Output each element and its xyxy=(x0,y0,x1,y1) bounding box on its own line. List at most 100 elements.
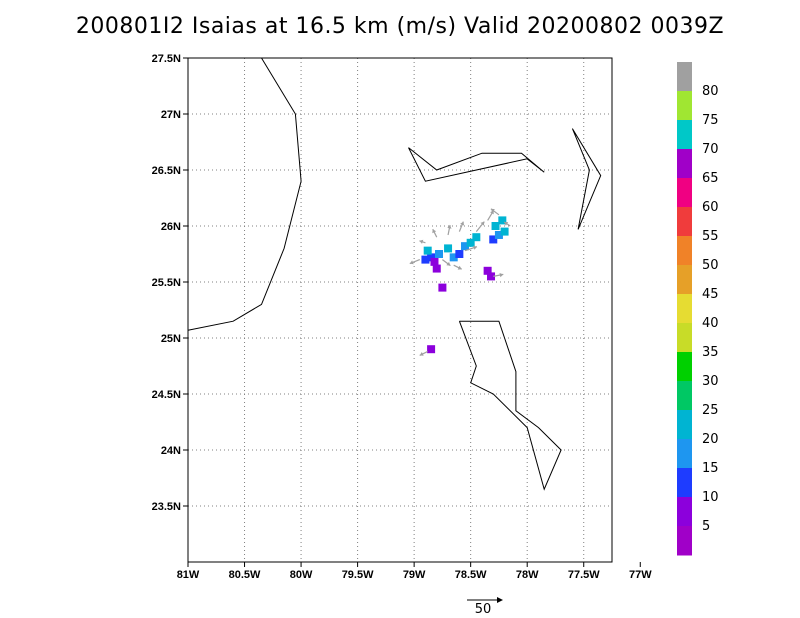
y-tick-label: 26.5N xyxy=(152,165,181,177)
colorbar-label: 40 xyxy=(702,316,719,331)
colorbar-swatch xyxy=(677,468,692,498)
colorbar-label: 55 xyxy=(702,229,719,244)
colorbar-swatch xyxy=(677,91,692,121)
x-tick-label: 77.5W xyxy=(568,569,600,581)
wind-speed-cell xyxy=(438,283,447,292)
x-tick-label: 79W xyxy=(403,569,426,581)
y-tick-label: 25N xyxy=(161,333,181,345)
colorbar-swatch xyxy=(677,294,692,324)
colorbar-label: 30 xyxy=(702,374,719,389)
y-tick-label: 23.5N xyxy=(152,501,181,513)
x-tick-label: 78W xyxy=(516,569,539,581)
wind-speed-cell xyxy=(491,222,500,230)
wind-vector-head xyxy=(446,261,451,266)
map-title: 200801I2 Isaias at 16.5 km (m/s) Valid 2… xyxy=(75,14,725,39)
colorbar-label: 15 xyxy=(702,461,719,476)
colorbar-swatch xyxy=(677,149,692,179)
wind-speed-cell xyxy=(430,257,439,266)
colorbar-swatch xyxy=(677,410,692,440)
colorbar-swatch xyxy=(677,207,692,237)
reference-vector-label: 50 xyxy=(475,602,492,617)
wind-vector-head xyxy=(432,229,437,234)
coastline xyxy=(187,57,302,331)
wind-speed-cell xyxy=(455,250,464,258)
colorbar-swatch xyxy=(677,178,692,208)
wind-vectors xyxy=(409,208,511,356)
x-tick-label: 81W xyxy=(177,569,200,581)
wind-speed-cell xyxy=(427,345,436,354)
reference-vector: 50 xyxy=(467,597,503,617)
wind-speed-cell xyxy=(427,253,436,262)
y-tick-label: 27N xyxy=(161,109,181,121)
y-tick-label: 25.5N xyxy=(152,277,181,289)
y-tick-label: 24N xyxy=(161,445,181,457)
map-frame xyxy=(187,57,613,563)
wind-vector-head xyxy=(447,225,452,229)
wind-vector-head xyxy=(419,239,424,244)
y-tick-label: 24.5N xyxy=(152,389,181,401)
coastline xyxy=(408,147,545,182)
colorbar-label: 35 xyxy=(702,345,719,360)
wind-speed-cell xyxy=(500,227,509,236)
x-tick-label: 80W xyxy=(290,569,313,581)
wind-speed-field xyxy=(421,216,509,354)
wind-speed-cell xyxy=(498,216,507,225)
wind-speed-cell xyxy=(421,255,430,264)
wind-speed-cell xyxy=(472,233,481,242)
coastline xyxy=(571,128,602,230)
y-axis-ticks: 27.5N 27N 26.5N 26N 25.5N 25N 24.5N 24N 23.5N xyxy=(152,53,188,513)
colorbar-swatch xyxy=(677,439,692,469)
wind-speed-cell xyxy=(483,266,492,275)
y-tick-label: 27.5N xyxy=(152,53,181,65)
colorbar-swatch xyxy=(677,497,692,527)
colorbar-label: 10 xyxy=(702,490,719,505)
colorbar-swatch xyxy=(677,323,692,353)
colorbar-swatch xyxy=(677,526,692,556)
colorbar-label: 5 xyxy=(702,519,710,534)
x-axis-ticks: 81W 80.5W 80W 79.5W 79W 78.5W 78W 77.5W 77W xyxy=(177,562,652,581)
wind-vector-head xyxy=(490,208,495,213)
wind-vector-head xyxy=(419,352,424,356)
wind-vector-head xyxy=(473,245,477,250)
wind-vector-head xyxy=(504,222,509,226)
x-tick-label: 79.5W xyxy=(342,569,374,581)
reference-vector-arrowhead xyxy=(497,597,503,603)
wind-vector-head xyxy=(409,260,414,265)
colorbar: 80 75 70 65 60 55 50 45 40 35 30 25 20 15 10 5 xyxy=(677,62,719,556)
wind-vector-head xyxy=(480,221,485,226)
wind-vector-head xyxy=(499,273,504,278)
colorbar-swatch xyxy=(677,265,692,295)
colorbar-label: 45 xyxy=(702,287,719,302)
colorbar-label: 75 xyxy=(702,113,719,128)
y-tick-label: 26N xyxy=(161,221,181,233)
colorbar-swatch xyxy=(677,62,692,92)
wind-speed-cell xyxy=(494,230,503,239)
wind-speed-cell xyxy=(432,264,441,273)
colorbar-label: 80 xyxy=(702,84,719,99)
colorbar-label: 70 xyxy=(702,142,719,157)
wind-speed-cell xyxy=(435,250,444,258)
colorbar-label: 50 xyxy=(702,258,719,273)
coastline xyxy=(458,320,562,491)
x-tick-label: 80.5W xyxy=(229,569,261,581)
wind-vector-head xyxy=(457,265,462,270)
wind-speed-cell xyxy=(487,272,496,281)
colorbar-label: 60 xyxy=(702,200,719,215)
gridlines xyxy=(188,58,612,562)
colorbar-swatch xyxy=(677,236,692,266)
colorbar-label: 25 xyxy=(702,403,719,418)
colorbar-label: 20 xyxy=(702,432,719,447)
wind-speed-cell xyxy=(461,242,470,251)
x-tick-label: 78.5W xyxy=(455,569,487,581)
colorbar-label: 65 xyxy=(702,171,719,186)
wind-speed-cell xyxy=(466,238,475,247)
wind-speed-cell xyxy=(449,253,458,262)
wind-speed-cell xyxy=(444,244,453,253)
wind-speed-cell xyxy=(489,235,498,244)
colorbar-swatch xyxy=(677,381,692,411)
colorbar-swatch xyxy=(677,352,692,382)
wind-vector-head xyxy=(460,221,465,226)
coastlines xyxy=(187,57,602,491)
colorbar-swatch xyxy=(677,120,692,150)
